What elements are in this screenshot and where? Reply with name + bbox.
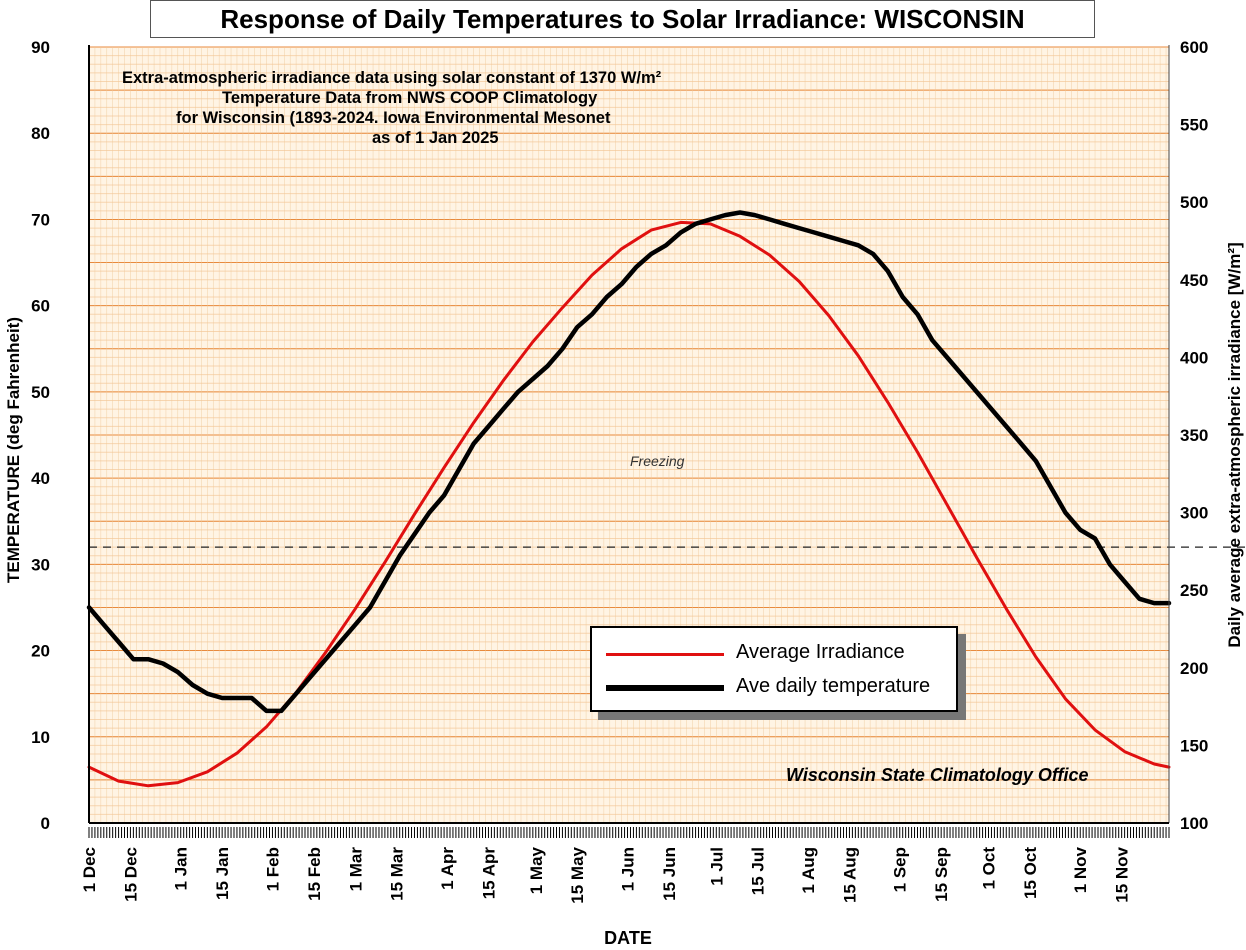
y-tick-label: 60 — [31, 297, 50, 316]
y2-tick-label: 450 — [1180, 271, 1208, 290]
note-line-3: for Wisconsin (1893-2024. Iowa Environme… — [176, 109, 611, 127]
x-axis-ticks: 1 Dec 15 Dec 1 Jan 15 Jan 1 Feb 15 Feb 1 Mar 15… — [80, 846, 1132, 903]
x-tick-label: 1 Jul — [707, 847, 726, 886]
y-axis-ticks: 0 10 20 30 40 50 60 70 80 90 — [31, 38, 50, 833]
note-line-1: Extra-atmospheric irradiance data using … — [122, 69, 662, 87]
x-tick-label: 15 Dec — [121, 847, 140, 902]
x-tick-label: 1 Nov — [1071, 846, 1090, 893]
x-tick-label: 15 Sep — [932, 847, 951, 902]
legend-label-temperature: Ave daily temperature — [736, 675, 931, 697]
x-tick-label: 15 Mar — [388, 847, 407, 901]
y-tick-label: 50 — [31, 383, 50, 402]
x-tick-label: 15 Jun — [660, 847, 679, 901]
y2-axis-ticks: 100 150 200 250 300 350 400 450 500 550 600 — [1180, 38, 1208, 833]
x-tick-label: 15 Nov — [1113, 846, 1132, 902]
y-tick-label: 30 — [31, 555, 50, 574]
x-tick-label: 15 Oct — [1021, 847, 1040, 899]
legend-swatch-irradiance — [606, 653, 724, 656]
series-line-irradiance — [87, 220, 1171, 788]
x-tick-label: 1 Jun — [619, 847, 638, 891]
x-tick-label: 1 Dec — [80, 847, 99, 892]
source-notes: Extra-atmospheric irradiance data using … — [100, 68, 800, 148]
y2-tick-label: 500 — [1180, 193, 1208, 212]
y-tick-label: 10 — [31, 728, 50, 747]
note-line-2: Temperature Data from NWS COOP Climatolo… — [222, 89, 598, 107]
y2-tick-label: 600 — [1180, 38, 1208, 57]
y2-tick-label: 300 — [1180, 504, 1208, 523]
y-axis-label: TEMPERATURE (deg Fahrenheit) — [4, 317, 23, 583]
x-tick-label: 1 Aug — [799, 847, 818, 894]
x-tick-label: 1 Jan — [172, 847, 191, 890]
note-line-4: as of 1 Jan 2025 — [372, 129, 499, 147]
credit-text: Wisconsin State Climatology Office — [786, 765, 1089, 785]
y-tick-label: 0 — [41, 814, 50, 833]
y2-tick-label: 150 — [1180, 736, 1208, 755]
y-tick-label: 70 — [31, 210, 50, 229]
legend-swatch-temperature — [606, 685, 724, 691]
grid-lines — [88, 46, 1169, 824]
x-tick-label: 1 May — [527, 846, 546, 894]
x-tick-label: 1 Oct — [980, 847, 999, 890]
x-tick-label: 1 Mar — [346, 847, 365, 892]
x-tick-label: 15 Feb — [305, 847, 324, 901]
x-tick-label: 15 Aug — [840, 847, 859, 903]
x-tick-label: 1 Apr — [438, 847, 457, 890]
y-tick-label: 40 — [31, 469, 50, 488]
legend: Average Irradiance Ave daily temperature — [590, 626, 958, 712]
x-tick-label: 15 Apr — [480, 847, 499, 900]
axes — [88, 45, 1170, 838]
y-tick-label: 90 — [31, 38, 50, 57]
x-tick-label: 1 Sep — [891, 847, 910, 892]
chart-title: Response of Daily Temperatures to Solar … — [150, 0, 1095, 38]
freezing-label: Freezing — [630, 453, 685, 469]
x-tick-label: 15 Jul — [749, 847, 768, 895]
y-tick-label: 80 — [31, 124, 50, 143]
y-tick-label: 20 — [31, 642, 50, 661]
x-tick-label: 15 Jan — [213, 847, 232, 900]
y2-tick-label: 200 — [1180, 659, 1208, 678]
y2-tick-label: 550 — [1180, 116, 1208, 135]
y2-axis-label: Daily average extra-atmospheric irradian… — [1225, 242, 1244, 647]
y2-tick-label: 400 — [1180, 348, 1208, 367]
x-axis-label: DATE — [604, 928, 652, 948]
legend-label-irradiance: Average Irradiance — [736, 641, 905, 663]
x-tick-label: 15 May — [568, 846, 587, 903]
series-line-temperature — [86, 210, 1172, 714]
series-layer — [86, 210, 1172, 788]
y2-tick-label: 350 — [1180, 426, 1208, 445]
x-tick-label: 1 Feb — [264, 847, 283, 891]
y2-tick-label: 100 — [1180, 814, 1208, 833]
y2-tick-label: 250 — [1180, 581, 1208, 600]
